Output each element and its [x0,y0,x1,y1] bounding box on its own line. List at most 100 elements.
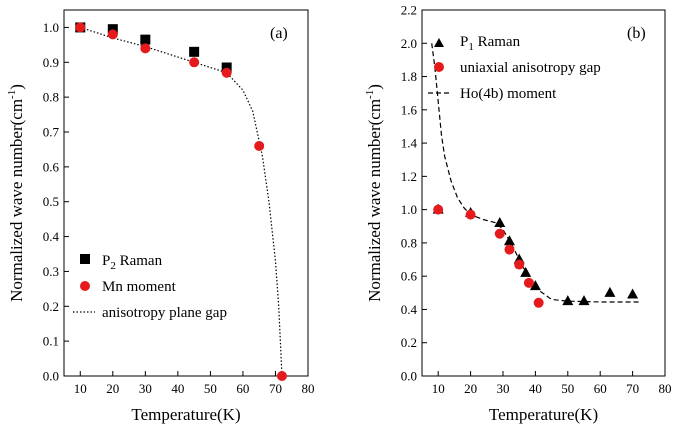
x-tick-label: 70 [626,381,639,396]
y-tick-label: 1.4 [401,136,418,151]
y-tick-label: 0.0 [401,369,417,384]
legend-square-marker [80,254,90,264]
legend-triangle-marker [434,38,444,47]
data-point-circle [75,22,86,33]
legend-p2-end: Raman [116,253,163,269]
y-tick-label: 2.0 [401,36,417,51]
x-tick-label: 30 [497,381,510,396]
data-point-circle [465,209,476,220]
data-point-circle [514,259,525,270]
y-tick-label: 0.9 [43,55,59,70]
data-point-circle [254,140,265,151]
data-point-square [107,24,118,35]
y-tick-label: 1.8 [401,69,417,84]
data-point-triangle [578,295,590,306]
panel-b-y-axis: 0.0 0.2 0.4 0.6 0.8 1.0 1.2 1.4 1.6 1.8 2.0 2.2 [401,3,427,384]
x-tick-label: 10 [432,381,445,396]
x-tick-label: 60 [236,381,249,396]
x-tick-label: 50 [561,381,574,396]
panel-a-legend: P2 Raman Mn moment anisotropy plane gap [73,253,227,321]
panel-a-y-axis-title-sup: -1 [6,90,18,99]
y-tick-label: 0.1 [43,334,59,349]
panel-a-frame [63,9,309,377]
legend-label-p1-raman: P1 Raman [460,34,521,53]
x-tick-label: 60 [594,381,607,396]
panel-b-y-axis-title-main: Normalized wave number(cm [365,99,384,302]
legend-label-uniaxial-anisotropy-gap: uniaxial anisotropy gap [460,60,601,76]
panel-a-y-axis-title: Normalized wave number(cm-1) [6,84,26,302]
y-tick-label: 2.2 [401,3,417,18]
panel-b-y-axis-title-end: ) [365,84,384,90]
panel-b-x-axis: 10 20 30 40 50 60 70 80 [432,371,672,396]
data-point-triangle [529,280,541,291]
data-point-circle [107,29,118,40]
legend-p2-sub: 2 [110,260,116,272]
data-point-circle [433,204,444,215]
legend-p2-name: P [102,253,110,269]
x-tick-label: 80 [659,381,672,396]
y-tick-label: 0.6 [401,269,418,284]
panel-a-y-axis-title-main: Normalized wave number(cm [7,99,26,302]
panel-b-y-axis-title: Normalized wave number(cm-1) [364,84,384,302]
panel-a-y-axis-title-end: ) [7,84,26,90]
panel-b-y-axis-title-sup: -1 [364,90,376,99]
x-tick-label: 40 [171,381,184,396]
legend-circle-marker [80,281,90,291]
panel-b-frame [421,9,666,377]
panel-b-legend: P1 Raman uniaxial anisotropy gap Ho(4b) … [428,34,601,102]
dotted-fit-line [80,26,283,377]
panel-a-y-axis: 0.0 0.1 0.2 0.3 0.4 0.5 0.6 0.7 0.8 0.9 1.0 [43,20,69,384]
y-tick-label: 0.2 [401,335,417,350]
data-point-circle [189,57,200,68]
x-tick-label: 80 [302,381,315,396]
legend-circle-marker [434,62,444,72]
panel-a-x-axis: 10 20 30 40 50 60 70 80 [74,371,315,396]
y-tick-label: 0.4 [401,302,418,317]
data-point-triangle [520,266,532,277]
panel-a-x-axis-title: Temperature(K) [131,405,240,424]
panel-b-label: (b) [627,25,646,42]
x-tick-label: 20 [464,381,477,396]
legend-p1-name: P [460,34,468,50]
data-point-circle [523,277,534,288]
y-tick-label: 0.6 [43,159,60,174]
x-tick-label: 30 [139,381,152,396]
y-tick-label: 0.3 [43,264,59,279]
data-point-square [189,46,200,57]
panel-b: 10 20 30 40 50 60 70 80 0.0 0.2 0.4 0.6 0.8 1.0 1.2 1.… [364,3,672,425]
y-tick-label: 0.5 [43,194,59,209]
data-point-triangle [627,288,639,299]
y-tick-label: 1.6 [401,102,418,117]
y-tick-label: 0.8 [43,90,59,105]
legend-label-ho-moment: Ho(4b) moment [460,86,557,102]
data-point-circle [140,43,151,54]
data-point-square [221,62,232,73]
x-tick-label: 40 [529,381,542,396]
y-tick-label: 1.0 [43,20,59,35]
y-tick-label: 1.2 [401,169,417,184]
x-tick-label: 50 [204,381,217,396]
dashed-fit-line [431,43,640,303]
data-point-triangle [562,295,574,306]
x-tick-label: 10 [74,381,87,396]
legend-label-anisotropy-plane-gap: anisotropy plane gap [102,305,227,321]
y-tick-label: 0.0 [43,369,59,384]
data-point-circle [533,297,544,308]
legend-p1-end: Raman [474,34,521,50]
legend-p1-sub: 1 [468,41,474,53]
y-tick-label: 0.7 [43,125,60,140]
panel-a-label: (a) [270,25,288,42]
x-tick-label: 20 [106,381,119,396]
data-point-triangle [494,216,506,227]
data-point-square [140,34,151,45]
panel-b-x-axis-title: Temperature(K) [489,405,598,424]
y-tick-label: 1.0 [401,202,417,217]
data-point-triangle [604,286,616,297]
x-tick-label: 70 [269,381,282,396]
data-point-circle [221,67,232,78]
y-tick-label: 0.4 [43,229,60,244]
y-tick-label: 0.8 [401,235,417,250]
data-point-circle [504,244,515,255]
data-point-triangle [503,235,515,246]
